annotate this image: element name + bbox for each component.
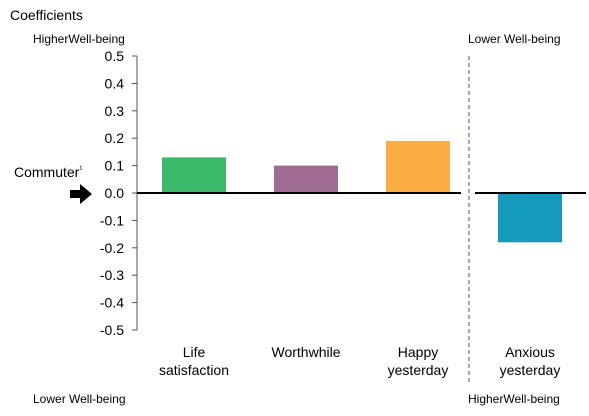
y-tick-label: 0.2 — [105, 130, 125, 146]
category-label: Life — [183, 344, 206, 360]
y-tick-label: 0.1 — [105, 158, 125, 174]
category-label: Anxious — [505, 344, 555, 360]
top-right-annotation: Lower Well-being — [468, 32, 561, 46]
y-tick-label: 0.0 — [105, 185, 125, 201]
category-label: yesterday — [388, 362, 449, 378]
y-tick-label: -0.3 — [100, 267, 124, 283]
top-left-annotation: HigherWell-being — [33, 32, 125, 46]
y-tick-label: 0.3 — [105, 103, 125, 119]
y-tick-label: 0.5 — [105, 48, 125, 64]
bar-2 — [386, 140, 450, 193]
category-label: Worthwhile — [272, 344, 341, 360]
baseline-footnote-marker: ¹ — [79, 164, 82, 174]
bar-1 — [274, 165, 338, 193]
chart-title: Coefficients — [10, 7, 83, 23]
baseline-arrow-icon — [70, 184, 92, 204]
bar-3 — [498, 193, 562, 243]
category-label: yesterday — [500, 362, 561, 378]
baseline-label: Commuter¹ — [14, 164, 82, 180]
y-tick-label: -0.4 — [100, 295, 124, 311]
y-tick-label: -0.1 — [100, 212, 124, 228]
bars — [162, 140, 562, 243]
bar-0 — [162, 157, 226, 193]
y-tick-label: -0.5 — [100, 322, 124, 338]
y-tick-label: 0.4 — [105, 75, 125, 91]
y-axis-ticks: 0.5 0.4 0.3 0.2 0.1 0.0 -0.1 -0.2 -0.3 -0.4 -0.5 — [100, 48, 137, 338]
category-label: satisfaction — [159, 362, 229, 378]
category-label: Happy — [398, 344, 438, 360]
bottom-left-annotation: Lower Well-being — [33, 392, 126, 406]
y-tick-label: -0.2 — [100, 240, 124, 256]
category-labels: Life satisfaction Worthwhile Happy yesterday… — [159, 344, 560, 378]
bottom-right-annotation: HigherWell-being — [468, 392, 560, 406]
